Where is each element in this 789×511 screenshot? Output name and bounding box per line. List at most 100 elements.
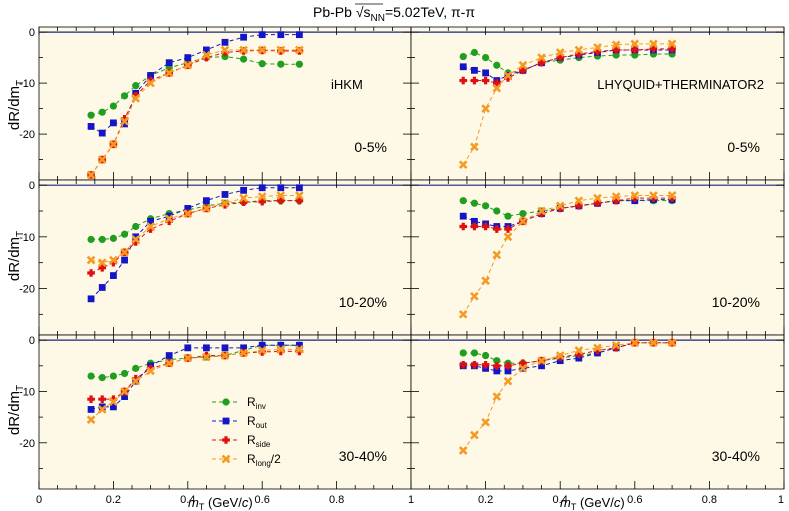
data-point [221,191,229,198]
data-point [87,111,95,119]
ylabel-text: dR/dm [6,237,23,281]
centrality-label: 30-40% [712,448,760,464]
data-point [131,92,140,100]
data-point [504,225,512,233]
data-point [519,209,527,218]
data-point [667,191,677,200]
legend-item-side: Rside [212,433,271,449]
data-point [109,395,118,403]
data-point [98,374,106,382]
data-point [630,191,640,200]
data-point [220,351,230,360]
legend-marker [222,398,230,406]
data-point [611,40,621,50]
data-point [165,212,173,220]
data-point [538,362,545,370]
data-point [459,360,468,369]
data-point [110,119,117,127]
legend-item-inv: Rinv [212,395,266,411]
data-point [109,255,118,265]
data-point [183,209,193,218]
data-point [183,353,193,363]
data-point [277,31,285,39]
data-point [492,362,501,370]
series-r-side [459,45,676,87]
data-point [593,47,602,56]
data-point [537,53,546,62]
data-point [86,415,96,425]
data-point [612,46,620,54]
ylabel-text: dR/dm [6,391,23,435]
figure-title: Pb-Pb √sNN=5.02TeV, π-π [313,4,475,24]
data-point [146,364,155,373]
data-point [504,362,512,370]
data-point [668,45,676,53]
panel-4: 10-20% [410,179,785,336]
data-point [295,345,304,354]
series-r-long-2 [458,39,677,170]
data-point [120,248,129,257]
x-tick-label: 0.2 [106,494,121,506]
data-point [146,76,155,85]
data-point [296,341,303,349]
data-point [131,238,140,246]
data-point [504,367,512,375]
series-r-long-2 [86,191,304,267]
data-point [184,54,192,61]
data-point [459,222,468,231]
data-point [98,235,106,244]
data-point [132,82,140,90]
data-point [87,372,95,380]
data-point [164,68,174,78]
data-point [202,50,211,60]
data-point [296,31,303,39]
data-point [459,63,467,71]
data-point [295,191,304,200]
x-tick-label: 1 [778,494,784,506]
data-point [537,206,546,216]
data-point [481,222,490,231]
data-point [459,349,467,357]
y-tick-label: -20 [19,129,35,141]
data-point [574,196,584,205]
legend-marker [221,454,231,464]
data-point [593,43,602,52]
panel-6: 30-40% [410,334,785,490]
data-point [518,364,528,373]
data-point [221,344,229,352]
data-point [239,198,248,207]
data-point [471,217,478,225]
data-point [276,345,286,354]
data-point [458,310,468,319]
data-point [459,197,467,205]
legend-label: Rout [247,414,268,430]
data-point [481,76,490,85]
data-point [258,60,266,68]
data-point [87,295,95,303]
data-point [164,358,174,368]
data-point [458,160,468,170]
data-point [470,291,479,301]
data-point [147,217,154,225]
x-tick-label: 0.2 [478,494,493,506]
data-point [97,155,107,164]
data-point [459,52,467,61]
data-point [593,346,602,355]
ylabel-sub: T [15,231,26,237]
data-point [132,233,140,241]
data-point [203,46,210,54]
data-point [109,397,118,407]
data-point [87,235,95,244]
data-point [537,356,546,365]
data-point [482,54,490,62]
svg-text:dR/dmT: dR/dmT [6,80,26,130]
data-point [98,264,107,272]
data-point [470,48,479,57]
data-point [87,395,95,403]
legend-label: Rinv [247,395,266,411]
data-point [277,341,285,349]
data-point [611,340,621,350]
ylabel-middle: dR/dmT [6,231,26,281]
data-point [146,225,155,233]
data-point [481,417,490,427]
